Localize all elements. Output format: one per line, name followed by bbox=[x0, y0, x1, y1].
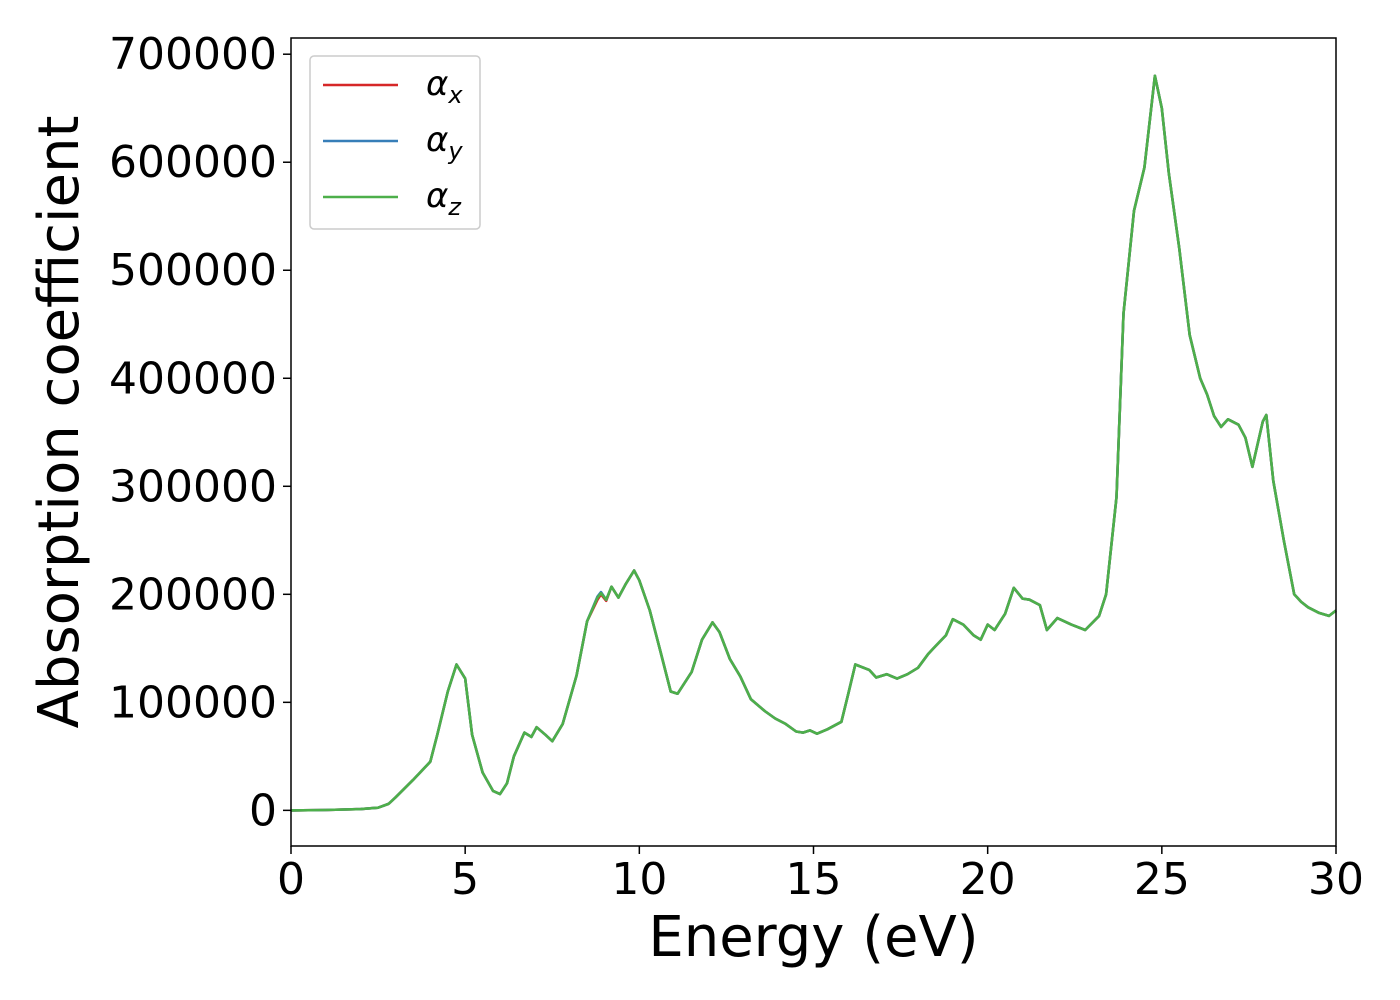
legend-label-x: αx bbox=[426, 64, 463, 109]
legend-symbol: α bbox=[426, 120, 448, 160]
x-tick-label: 30 bbox=[1308, 854, 1364, 905]
y-tick-label: 0 bbox=[249, 785, 277, 836]
y-tick-label: 500000 bbox=[109, 245, 277, 296]
x-tick-label: 10 bbox=[611, 854, 667, 905]
y-tick-label: 700000 bbox=[109, 29, 277, 80]
x-axis-label: Energy (eV) bbox=[648, 905, 978, 970]
legend-box bbox=[309, 55, 481, 230]
y-tick-label: 600000 bbox=[109, 137, 277, 188]
legend-symbol: α bbox=[426, 64, 448, 104]
legend-label-y: αy bbox=[426, 120, 463, 165]
legend-subscript: y bbox=[447, 137, 463, 165]
legend-label-z: αz bbox=[426, 176, 462, 221]
x-tick-label: 15 bbox=[786, 854, 842, 905]
y-tick-label: 200000 bbox=[109, 569, 277, 620]
series-line-z bbox=[290, 74, 1337, 812]
legend-subscript: x bbox=[447, 81, 463, 109]
x-tick-label: 0 bbox=[277, 854, 305, 905]
series-layer bbox=[290, 74, 1337, 812]
legend-symbol: α bbox=[426, 176, 448, 216]
legend-subscript: z bbox=[447, 193, 462, 221]
x-tick-label: 25 bbox=[1134, 854, 1190, 905]
ticks-layer: 0 5 10 15 20 25 30 0 100000 200000 300000 400000 500… bbox=[109, 29, 1364, 905]
x-tick-label: 20 bbox=[960, 854, 1016, 905]
y-tick-label: 400000 bbox=[109, 353, 277, 404]
y-tick-label: 100000 bbox=[109, 677, 277, 728]
x-tick-label: 5 bbox=[451, 854, 479, 905]
y-tick-label: 300000 bbox=[109, 461, 277, 512]
y-axis-label: Absorption coefficient bbox=[27, 116, 92, 729]
